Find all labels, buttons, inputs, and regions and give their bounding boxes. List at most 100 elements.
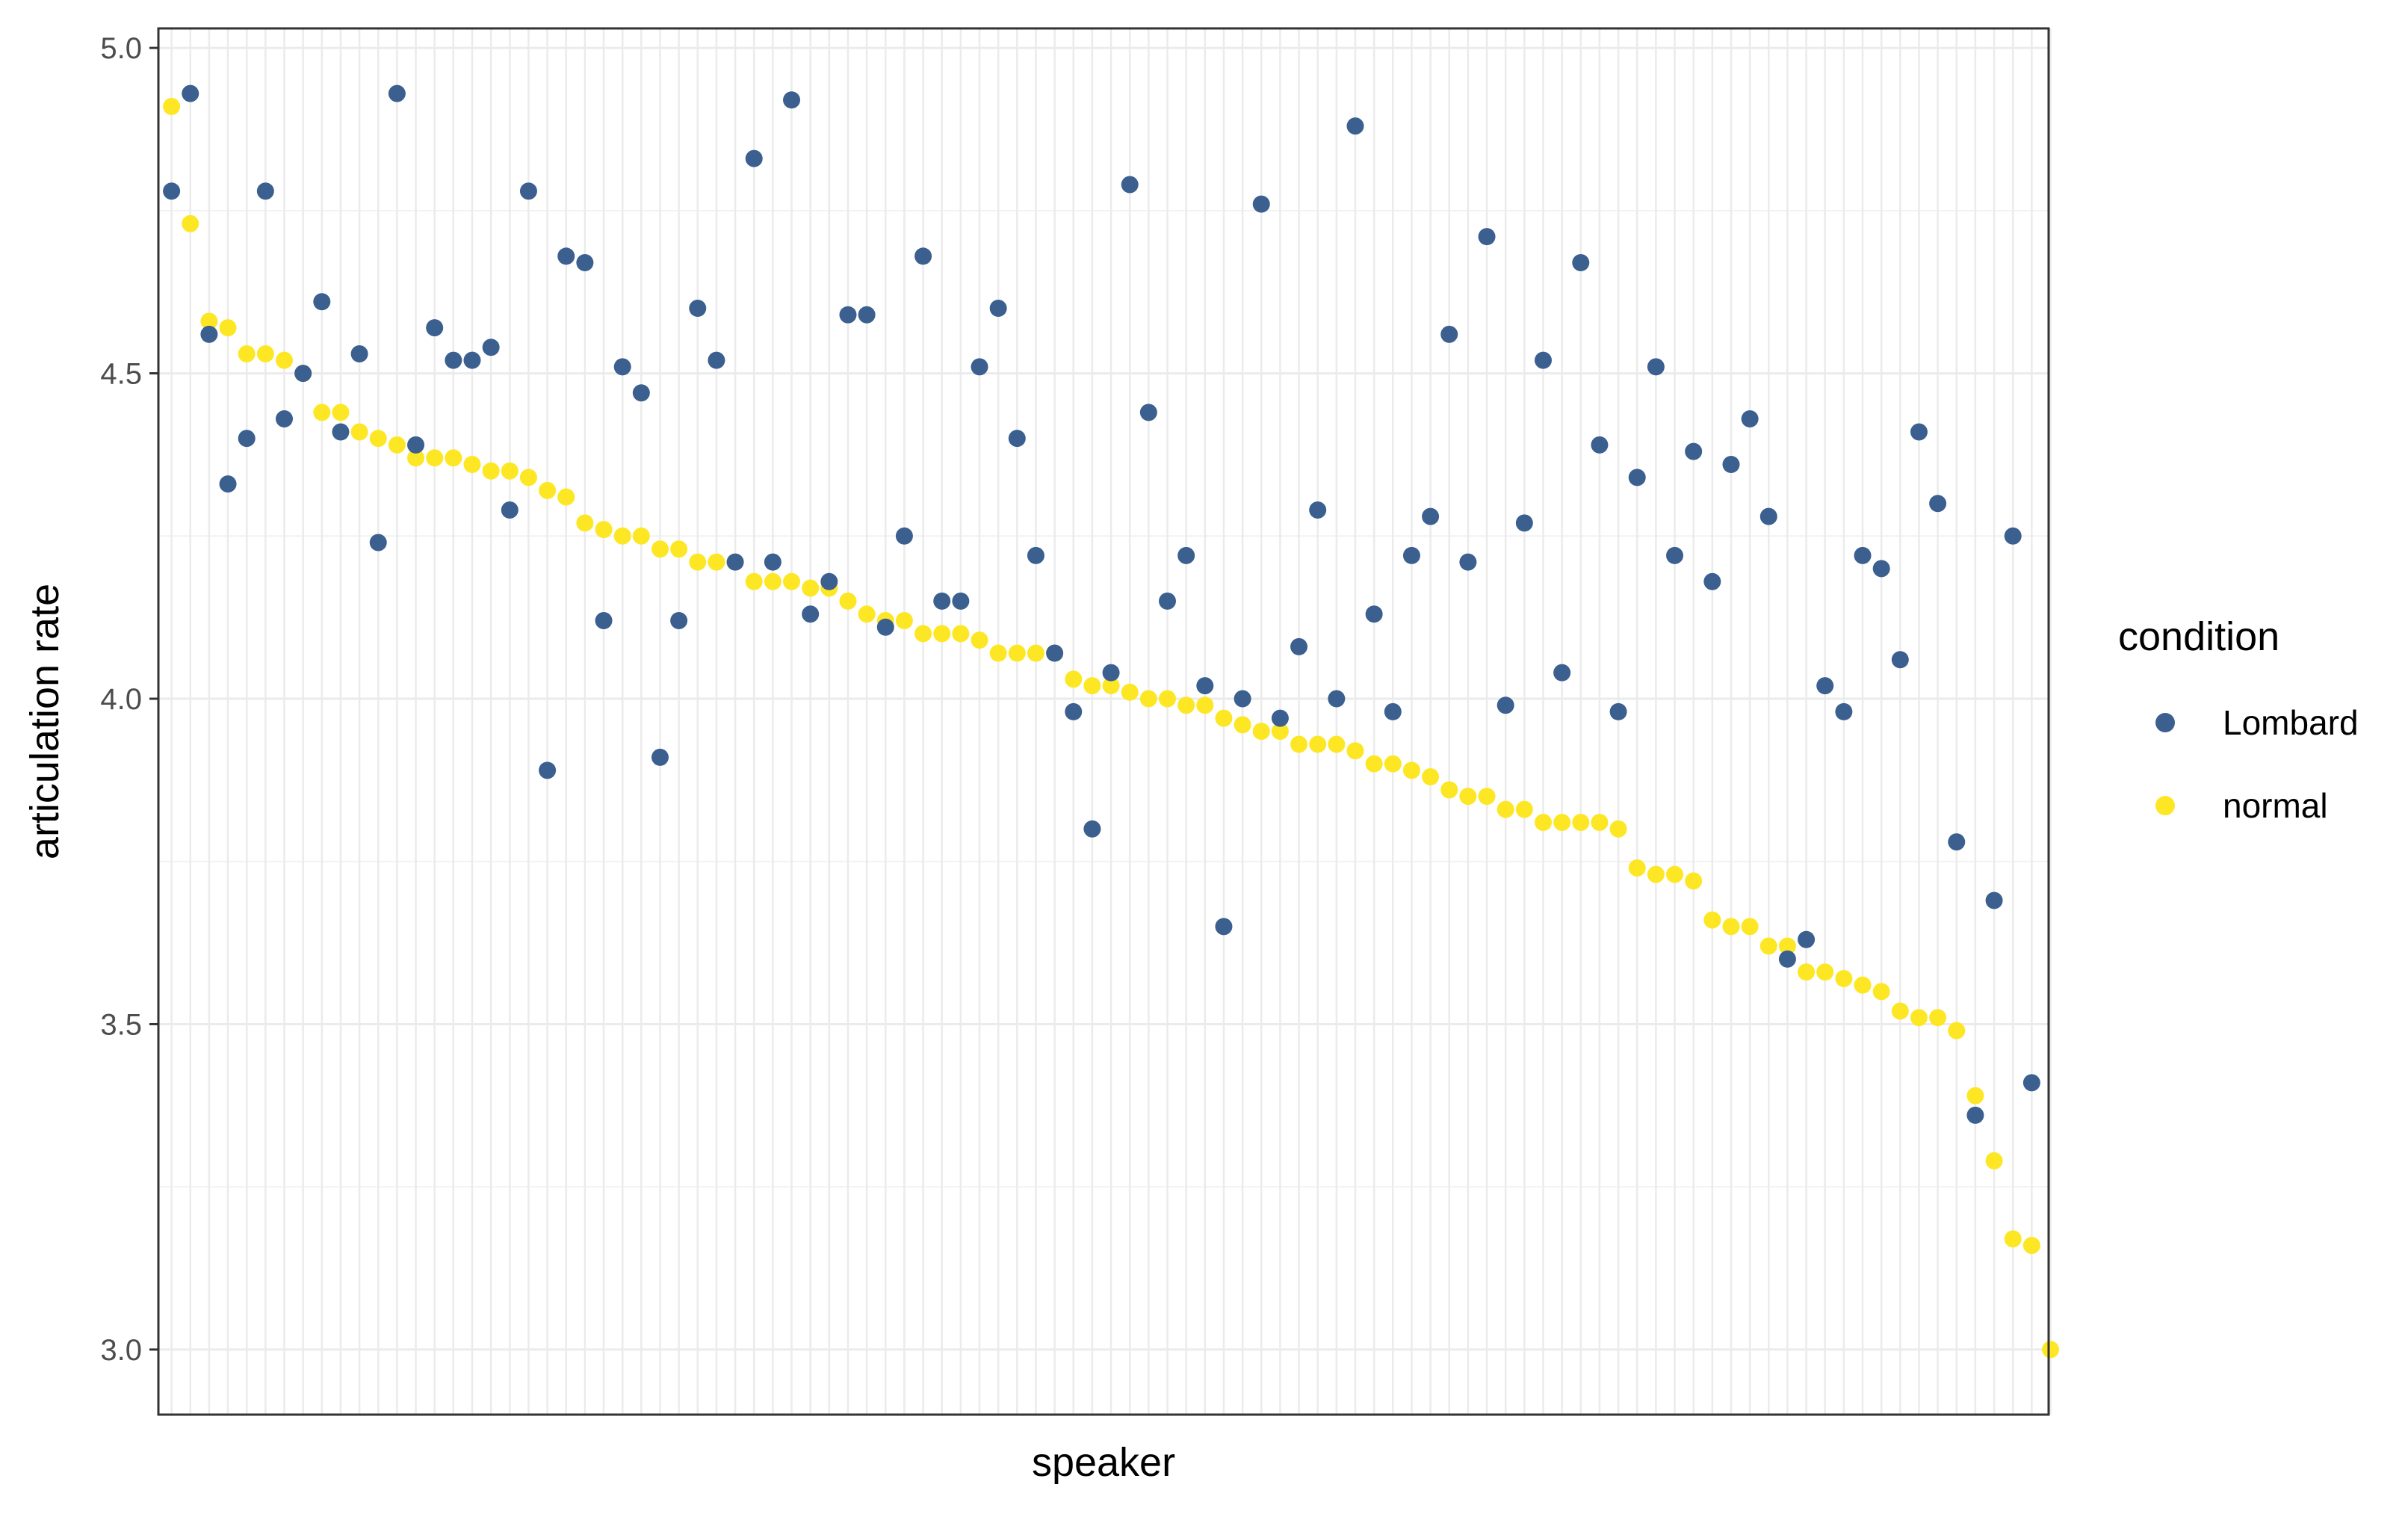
- data-point-lombard: [1553, 664, 1571, 682]
- data-point-lombard: [332, 423, 350, 441]
- data-point-lombard: [651, 748, 669, 766]
- data-point-normal: [332, 404, 350, 421]
- legend-key-lombard: [2155, 713, 2175, 732]
- data-point-normal: [1685, 872, 1703, 890]
- data-point-normal: [1948, 1022, 1966, 1039]
- data-point-lombard: [689, 299, 707, 317]
- y-tick-label: 4.5: [100, 358, 142, 391]
- data-point-normal: [482, 462, 500, 480]
- legend-key-normal: [2155, 796, 2175, 815]
- data-point-lombard: [350, 345, 368, 362]
- data-point-normal: [858, 605, 876, 623]
- data-point-lombard: [1609, 702, 1627, 720]
- data-point-normal: [1515, 800, 1533, 818]
- data-point-normal: [1553, 813, 1571, 831]
- data-point-lombard: [1046, 644, 1064, 662]
- data-point-lombard: [933, 592, 951, 610]
- data-point-normal: [350, 423, 368, 441]
- data-point-lombard: [519, 182, 537, 200]
- data-point-normal: [200, 312, 218, 330]
- data-point-lombard: [1872, 560, 1890, 578]
- data-point-normal: [463, 455, 481, 473]
- data-point-normal: [1798, 963, 1816, 981]
- data-point-lombard: [1402, 546, 1420, 564]
- data-point-lombard: [1459, 553, 1477, 571]
- data-point-normal: [1666, 865, 1684, 883]
- data-point-lombard: [1384, 702, 1402, 720]
- data-point-normal: [1384, 755, 1402, 773]
- data-point-lombard: [802, 605, 820, 623]
- data-point-normal: [1196, 696, 1214, 714]
- data-point-normal: [839, 592, 857, 610]
- data-point-lombard: [858, 306, 876, 324]
- data-point-lombard: [1346, 117, 1364, 135]
- data-point-normal: [689, 553, 707, 571]
- data-point-lombard: [1816, 677, 1834, 695]
- data-point-normal: [1835, 970, 1853, 988]
- data-point-normal: [1008, 644, 1026, 662]
- data-point-normal: [2022, 1237, 2040, 1255]
- data-point-lombard: [1121, 176, 1139, 194]
- data-point-lombard: [1290, 637, 1308, 655]
- data-point-lombard: [895, 527, 913, 545]
- data-point-lombard: [557, 247, 575, 265]
- data-point-normal: [256, 345, 274, 362]
- y-axis: 3.0 3.5 4.0 4.5 5.0: [100, 32, 158, 1367]
- data-point-lombard: [463, 351, 481, 369]
- data-point-normal: [501, 462, 519, 480]
- data-point-lombard: [1891, 651, 1909, 669]
- data-point-normal: [632, 527, 650, 545]
- data-point-lombard: [1365, 605, 1383, 623]
- data-point-lombard: [576, 254, 594, 272]
- data-point-lombard: [1215, 918, 1233, 936]
- data-point-normal: [1703, 911, 1721, 929]
- data-point-normal: [313, 404, 331, 421]
- plot-panel: [157, 27, 2060, 1416]
- data-point-normal: [1365, 755, 1383, 773]
- data-point-normal: [426, 449, 444, 467]
- data-point-normal: [182, 214, 199, 232]
- data-point-normal: [2042, 1341, 2060, 1359]
- data-point-lombard: [613, 358, 631, 376]
- data-point-normal: [1065, 670, 1083, 688]
- y-tick-label: 3.0: [100, 1334, 142, 1367]
- data-point-lombard: [783, 91, 801, 109]
- data-point-lombard: [313, 293, 331, 311]
- data-point-normal: [1440, 781, 1458, 799]
- data-point-normal: [1722, 918, 1740, 936]
- data-point-normal: [764, 572, 781, 590]
- data-point-normal: [1497, 800, 1514, 818]
- data-point-normal: [1271, 723, 1289, 741]
- data-point-normal: [1159, 690, 1177, 708]
- data-point-normal: [1872, 983, 1890, 1001]
- data-point-lombard: [1440, 325, 1458, 343]
- data-point-lombard: [1778, 950, 1796, 968]
- data-point-lombard: [1948, 833, 1966, 851]
- data-point-lombard: [876, 618, 894, 636]
- data-point-lombard: [482, 339, 500, 356]
- data-point-lombard: [1309, 501, 1327, 519]
- data-point-lombard: [200, 325, 218, 343]
- data-point-lombard: [1929, 495, 1947, 513]
- data-point-lombard: [1572, 254, 1590, 272]
- data-point-lombard: [1234, 690, 1251, 708]
- data-point-normal: [238, 345, 256, 362]
- y-tick-label: 3.5: [100, 1008, 142, 1041]
- data-point-lombard: [1910, 423, 1928, 441]
- data-point-lombard: [182, 84, 199, 102]
- data-point-normal: [1929, 1009, 1947, 1027]
- x-axis-title: speaker: [1032, 1440, 1175, 1485]
- data-point-normal: [613, 527, 631, 545]
- legend: condition Lombard normal: [2118, 614, 2359, 825]
- data-point-lombard: [1196, 677, 1214, 695]
- data-point-lombard: [914, 247, 932, 265]
- data-point-lombard: [219, 475, 237, 493]
- data-point-lombard: [595, 612, 613, 630]
- data-point-lombard: [539, 761, 557, 779]
- data-point-lombard: [1159, 592, 1177, 610]
- panel-border: [157, 27, 2050, 1416]
- data-point-lombard: [745, 149, 763, 167]
- data-point-lombard: [445, 351, 462, 369]
- data-point-normal: [1121, 683, 1139, 701]
